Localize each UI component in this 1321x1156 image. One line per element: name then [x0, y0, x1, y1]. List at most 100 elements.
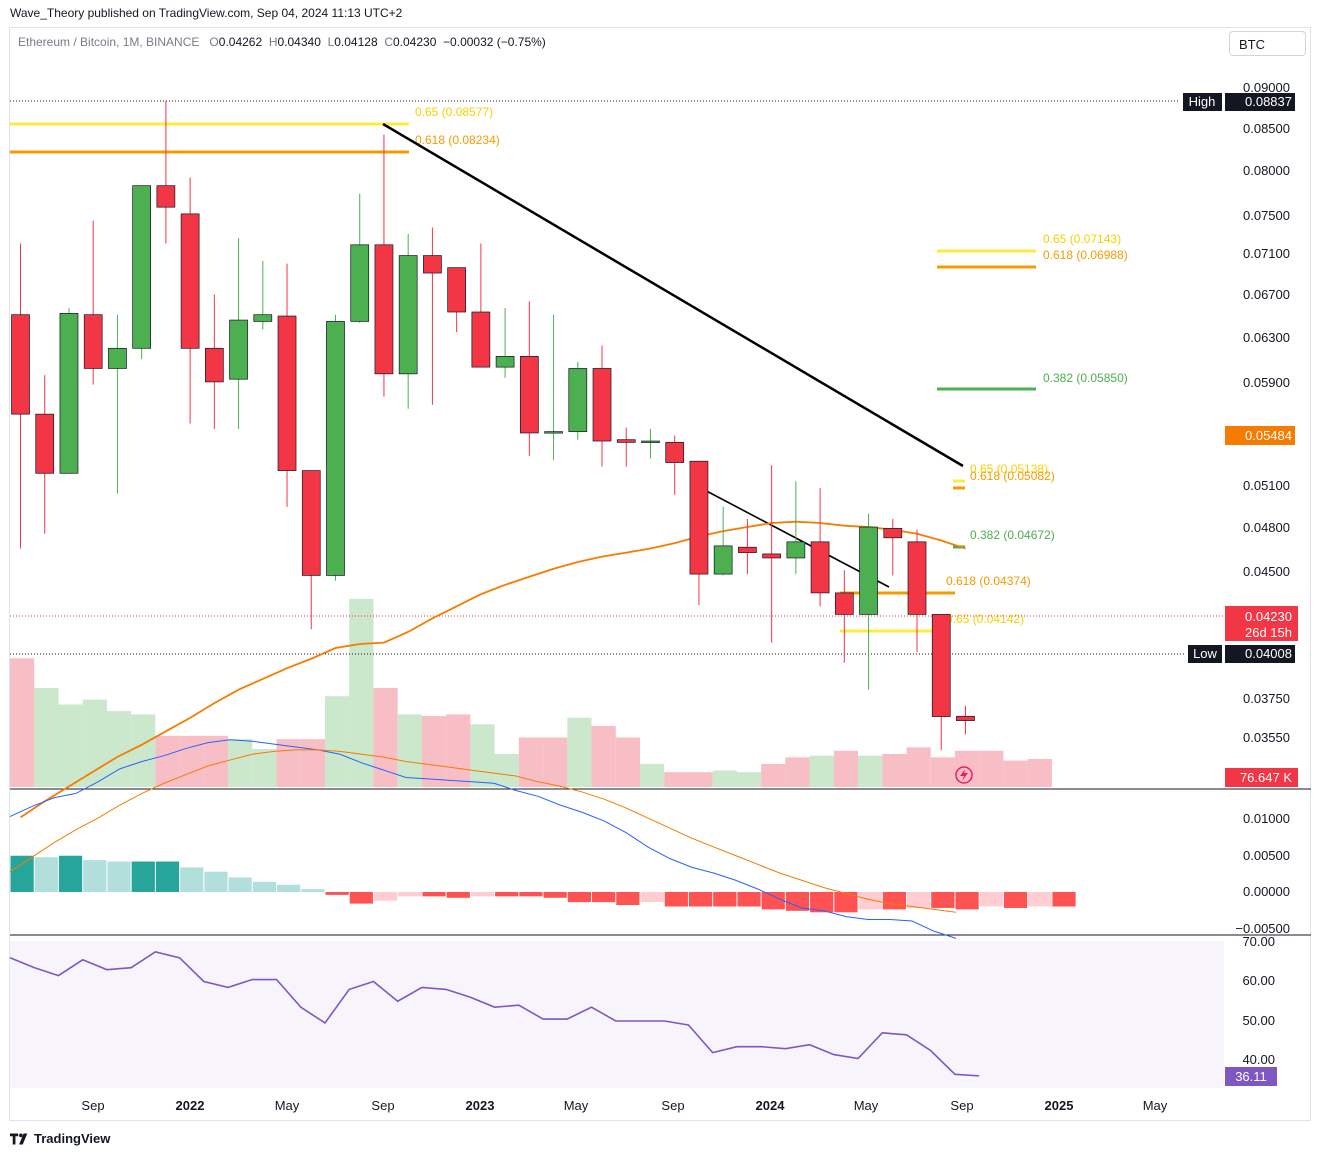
high-label: High	[1189, 94, 1216, 109]
ma-value-box	[1225, 426, 1295, 445]
macd-histogram-bar	[1052, 892, 1076, 907]
price-axis-tick: 0.06700	[1243, 287, 1290, 302]
volume-bar	[421, 716, 447, 787]
volume-bar	[567, 717, 592, 787]
fib-level-label: 0.382 (0.04672)	[970, 528, 1055, 542]
low-label: Low	[1193, 646, 1217, 661]
candle-body	[277, 315, 297, 471]
macd-histogram-bar	[955, 892, 979, 910]
volume-bar	[688, 772, 713, 787]
volume-bar	[349, 598, 374, 787]
low-value: 0.04128	[334, 35, 378, 49]
macd-histogram-bar	[10, 855, 34, 892]
fib-level-label: 0.618 (0.05082)	[970, 469, 1055, 483]
open-label: O	[209, 35, 219, 49]
price-axis-tick: 0.07100	[1243, 246, 1290, 261]
macd-histogram-bar	[277, 884, 301, 892]
macd-axis-tick: 0.00000	[1243, 884, 1290, 899]
volume-bar	[155, 735, 180, 787]
volume-bar	[809, 755, 834, 787]
macd-histogram-bar	[204, 871, 228, 892]
candle-body	[108, 347, 127, 369]
time-axis-tick: Sep	[661, 1098, 684, 1113]
candle-body	[713, 545, 733, 575]
price-axis-tick: 0.05900	[1243, 375, 1290, 390]
candle-body	[689, 460, 709, 575]
candle-body	[738, 546, 757, 553]
last-price-value: 0.04230	[1245, 609, 1292, 624]
macd-histogram-bar	[83, 860, 107, 892]
macd-histogram-bar	[907, 892, 931, 908]
time-axis-tick: May	[275, 1098, 300, 1113]
volume-bar	[785, 757, 810, 787]
macd-histogram-bar	[1028, 892, 1052, 907]
macd-histogram-bar	[664, 892, 688, 907]
candle-body	[956, 715, 975, 721]
low-label: L	[327, 35, 335, 49]
rsi-band	[10, 941, 1224, 1088]
volume-bar	[543, 737, 568, 787]
rsi-axis-tick: 70.00	[1242, 934, 1275, 949]
macd-histogram-bar	[931, 892, 955, 908]
candle-body	[568, 368, 588, 432]
volume-bar	[106, 711, 132, 787]
volume-bar	[228, 739, 253, 787]
tradingview-footer[interactable]: TradingView	[10, 1131, 110, 1146]
chart-frame[interactable]	[9, 27, 1311, 1121]
volume-bar	[373, 688, 398, 787]
macd-histogram-bar	[422, 892, 446, 897]
currency-button[interactable]: BTC	[1229, 31, 1306, 56]
volume-bar	[833, 750, 859, 787]
tradingview-brand: TradingView	[34, 1131, 111, 1146]
macd-axis-tick: 0.01000	[1243, 811, 1290, 826]
fib-level-label: 0.65 (0.04142)	[946, 612, 1024, 626]
signal-line	[9, 749, 957, 913]
candle-body	[762, 553, 781, 559]
volume-bar	[10, 658, 35, 787]
fib-level-label: 0.382 (0.05850)	[1043, 371, 1128, 385]
fib-level-label: 0.65 (0.05138)	[970, 462, 1048, 476]
candle-body	[132, 185, 151, 349]
high-label-box	[1183, 93, 1222, 111]
macd-histogram-bar	[228, 877, 252, 892]
low-value: 0.04008	[1245, 646, 1292, 661]
candle-body	[156, 185, 176, 208]
candle-body	[641, 440, 660, 443]
fib-level-label: 0.65 (0.07143)	[1043, 232, 1121, 246]
open-value: 0.04262	[218, 35, 263, 49]
macd-histogram-bar	[858, 892, 882, 910]
fib-level-label: 0.65 (0.08577)	[415, 105, 493, 119]
fib-level-label: 0.618 (0.04374)	[946, 574, 1031, 588]
macd-histogram-bar	[567, 892, 592, 903]
macd-histogram-bar	[640, 892, 664, 903]
volume-bar	[34, 688, 59, 787]
candle-body	[11, 314, 30, 415]
macd-histogram-bar	[834, 892, 858, 913]
candle-body	[180, 213, 200, 349]
macd-histogram-bar	[131, 861, 155, 892]
volume-bar	[761, 763, 786, 787]
volume-bar	[300, 739, 325, 787]
volume-bar	[639, 763, 665, 787]
price-axis-tick: 0.06300	[1243, 330, 1290, 345]
volume-bar	[58, 704, 83, 787]
macd-histogram-bar	[325, 892, 349, 895]
rsi-axis-tick: 40.00	[1242, 1052, 1275, 1067]
time-axis-tick: May	[1143, 1098, 1168, 1113]
candle-body	[204, 347, 224, 383]
rsi-value: 36.11	[1235, 1069, 1267, 1084]
candle-body	[326, 321, 345, 576]
macd-histogram-bar	[810, 892, 834, 913]
time-axis-tick: 2024	[756, 1098, 786, 1113]
candle-body	[447, 267, 466, 313]
rsi-axis-tick: 60.00	[1242, 973, 1275, 988]
symbol-title: Ethereum / Bitcoin, 1M, BINANCE	[18, 35, 200, 49]
candle-body	[423, 255, 442, 274]
candle-body	[398, 255, 418, 375]
time-axis-tick: 2023	[466, 1098, 495, 1113]
candle-body	[883, 528, 903, 539]
candle-body	[786, 541, 806, 559]
candle-body	[834, 592, 854, 615]
rsi-axis-tick: 50.00	[1242, 1013, 1275, 1028]
